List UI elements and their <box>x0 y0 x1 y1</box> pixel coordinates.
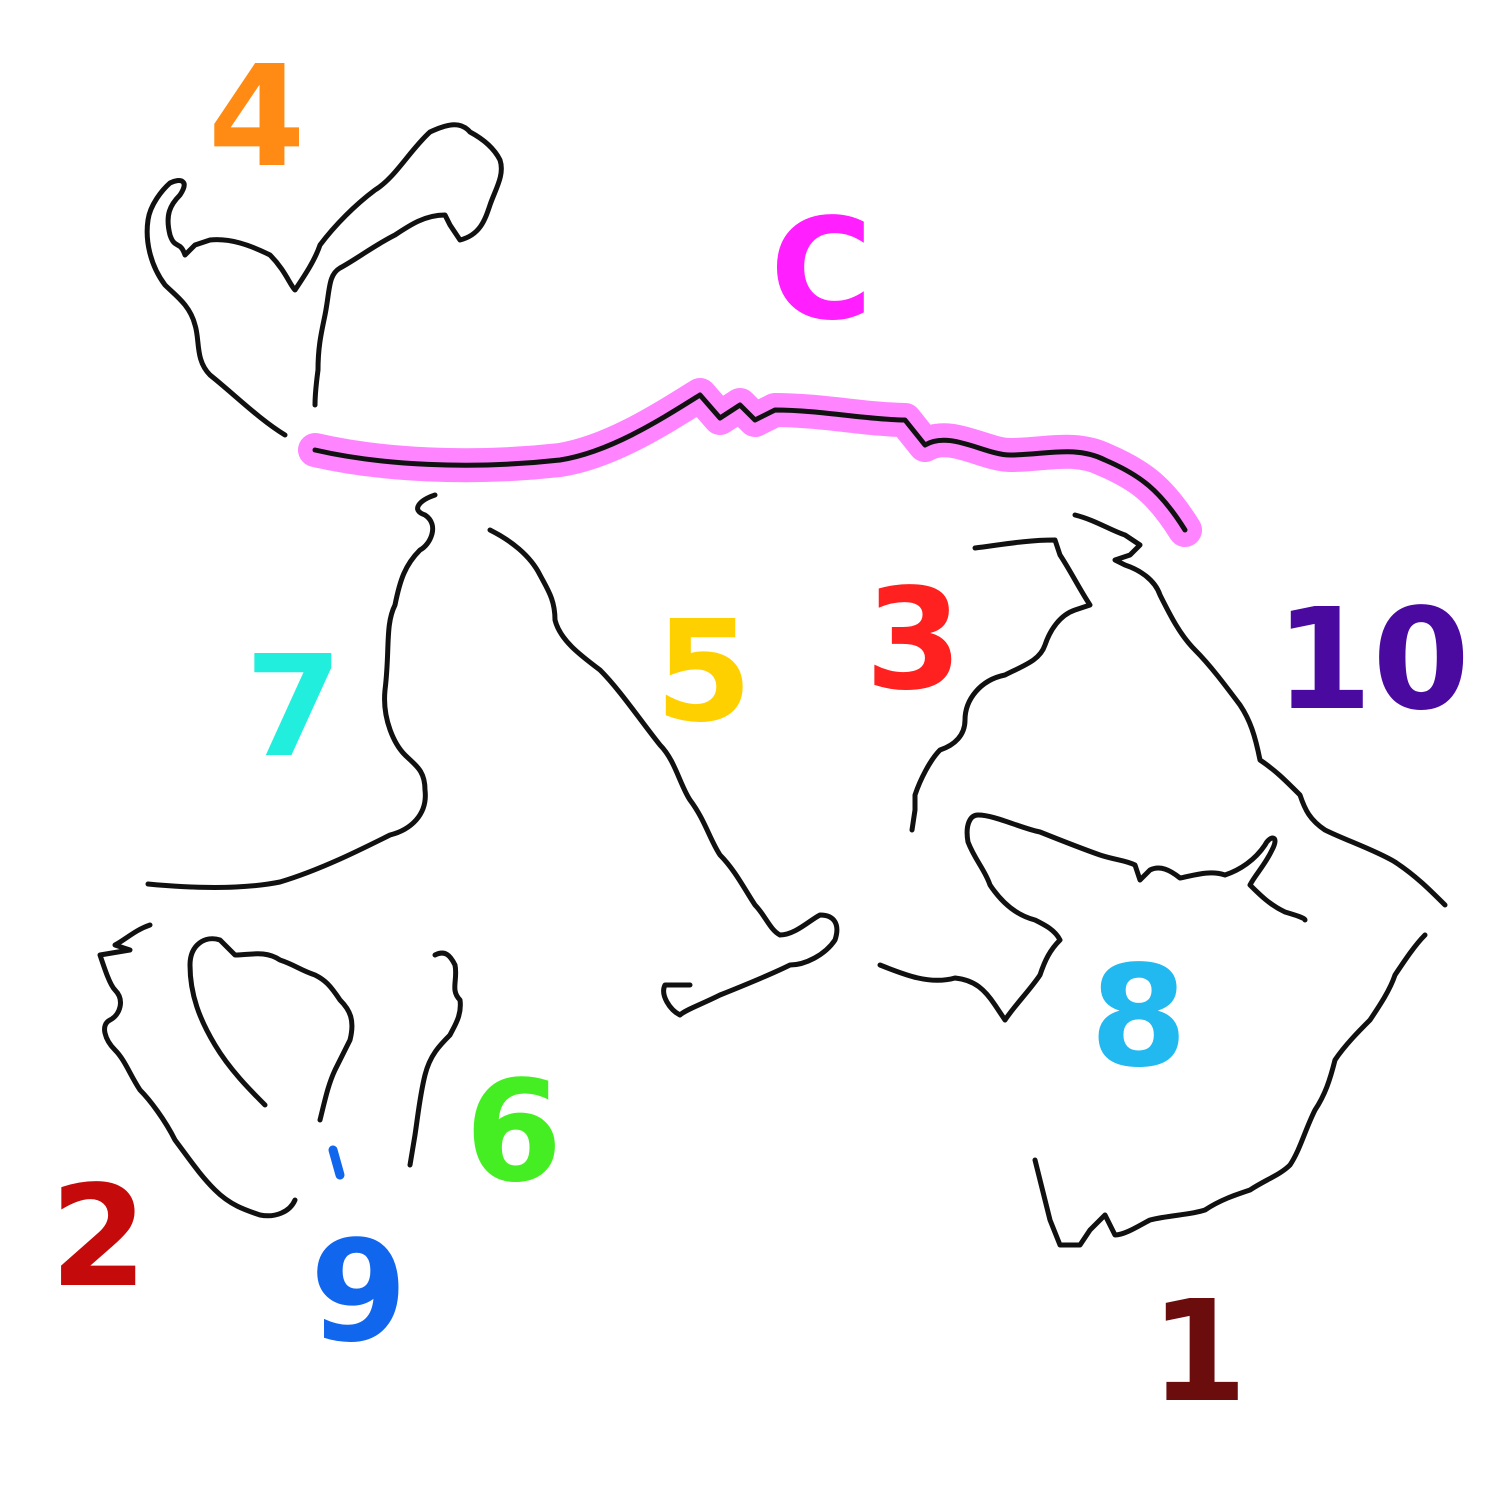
label-2: 2 <box>50 1156 147 1319</box>
boundary-line-8 <box>877 812 1308 1023</box>
label-8: 8 <box>1090 936 1187 1099</box>
boundary-line-1 <box>1032 932 1428 1248</box>
boundary-line-2 <box>97 922 298 1219</box>
boundary-line-5 <box>487 527 840 1018</box>
label-5: 5 <box>655 591 752 754</box>
label-6: 6 <box>465 1051 562 1214</box>
boundary-line-4 <box>144 122 504 438</box>
label-9-tick <box>328 1145 345 1180</box>
label-10: 10 <box>1275 579 1470 742</box>
boundary-line-7 <box>145 492 438 890</box>
label-c: C <box>770 189 873 352</box>
label-9: 9 <box>310 1211 407 1374</box>
boundary-line-3 <box>909 537 1093 833</box>
label-1: 1 <box>1150 1271 1247 1434</box>
label-7: 7 <box>245 626 342 789</box>
boundary-line-c <box>312 392 1188 533</box>
label-3: 3 <box>865 559 962 722</box>
boundary-line-10 <box>1072 512 1448 908</box>
boundary-line-6 <box>407 950 463 1168</box>
label-4: 4 <box>208 36 305 199</box>
boundary-line-9 <box>187 936 355 1123</box>
